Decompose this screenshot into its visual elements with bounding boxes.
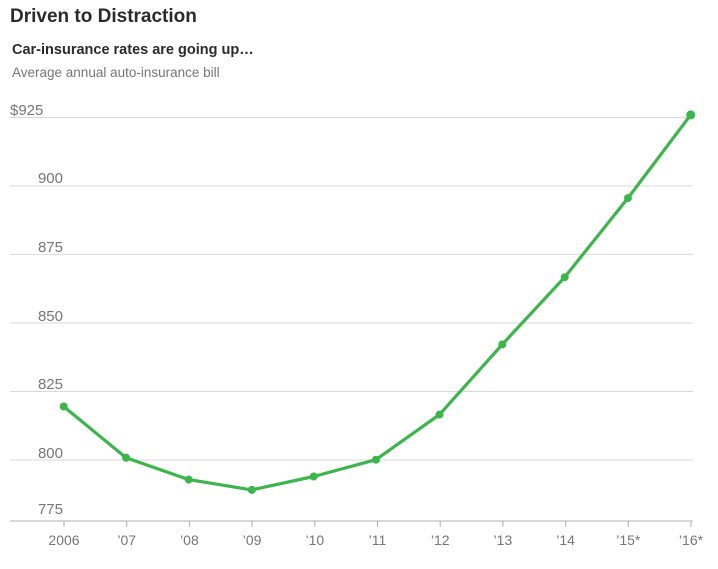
svg-text:’10: ’10 xyxy=(305,532,324,548)
svg-text:’13: ’13 xyxy=(494,532,513,548)
svg-text:875: 875 xyxy=(38,239,63,256)
svg-text:’11: ’11 xyxy=(369,532,387,548)
svg-text:’07: ’07 xyxy=(117,532,136,548)
svg-text:850: 850 xyxy=(38,308,63,325)
svg-text:’12: ’12 xyxy=(431,532,450,548)
svg-text:’09: ’09 xyxy=(243,532,262,548)
svg-text:’14: ’14 xyxy=(556,532,575,548)
svg-text:825: 825 xyxy=(38,376,63,393)
svg-text:2006: 2006 xyxy=(48,532,79,548)
svg-text:’08: ’08 xyxy=(180,532,199,548)
svg-text:900: 900 xyxy=(38,170,63,187)
svg-text:775: 775 xyxy=(38,501,63,518)
svg-text:’15*: ’15* xyxy=(616,532,641,548)
svg-text:800: 800 xyxy=(38,445,63,462)
svg-text:$925: $925 xyxy=(10,102,43,119)
svg-text:’16*: ’16* xyxy=(679,532,704,548)
